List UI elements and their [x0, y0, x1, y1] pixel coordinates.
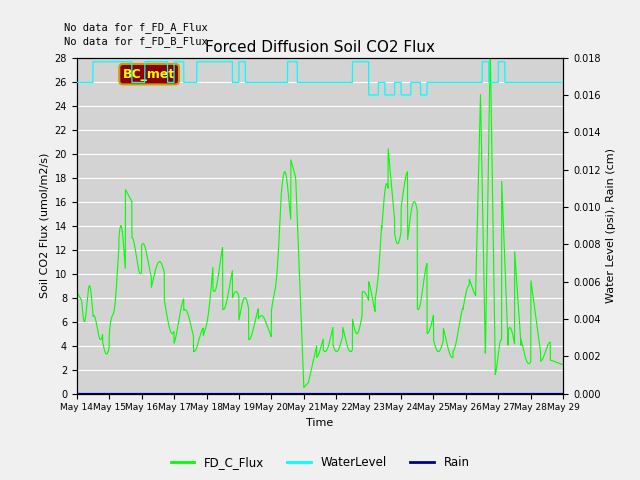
Text: No data for f_FD_B_Flux: No data for f_FD_B_Flux — [64, 36, 208, 47]
Legend: FD_C_Flux, WaterLevel, Rain: FD_C_Flux, WaterLevel, Rain — [166, 452, 474, 474]
Text: No data for f_FD_A_Flux: No data for f_FD_A_Flux — [64, 22, 208, 33]
Y-axis label: Water Level (psi), Rain (cm): Water Level (psi), Rain (cm) — [606, 148, 616, 303]
X-axis label: Time: Time — [307, 418, 333, 428]
Title: Forced Diffusion Soil CO2 Flux: Forced Diffusion Soil CO2 Flux — [205, 40, 435, 55]
Y-axis label: Soil CO2 Flux (umol/m2/s): Soil CO2 Flux (umol/m2/s) — [39, 153, 49, 298]
Text: BC_met: BC_met — [123, 68, 175, 81]
